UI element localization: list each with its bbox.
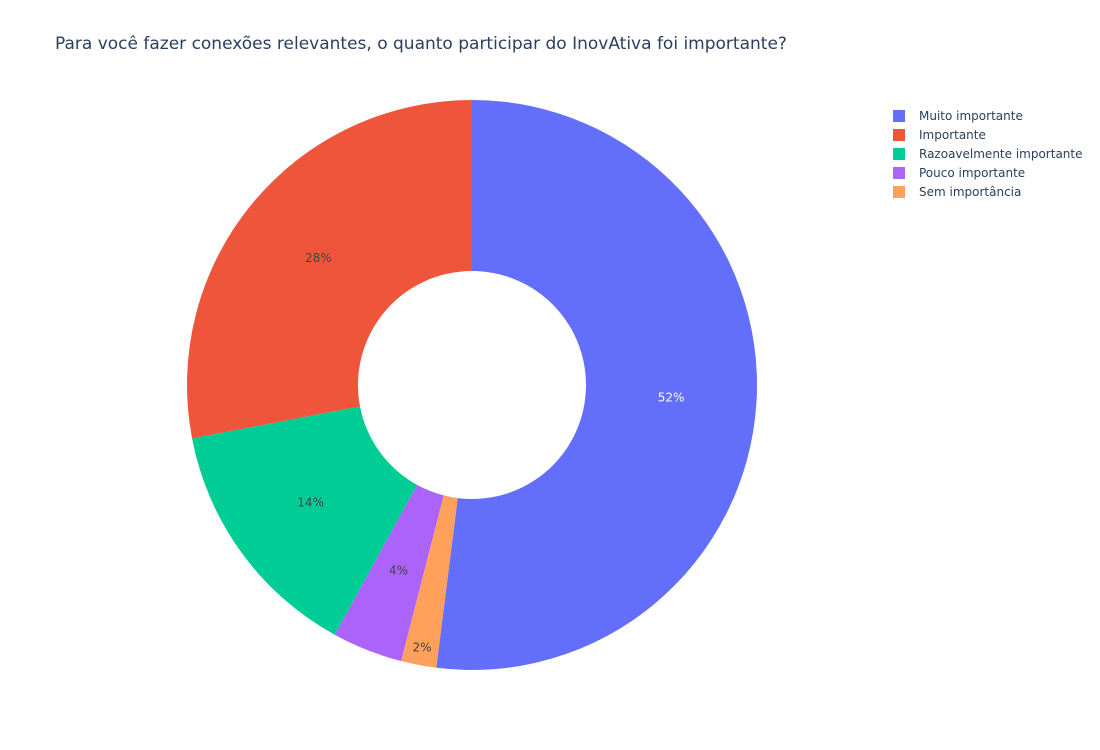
slice-label: 4% [389,563,408,577]
slice-label: 28% [305,251,332,265]
legend-item[interactable]: Pouco importante [893,163,1083,182]
legend-label: Pouco importante [919,165,1026,180]
slice-labels-group: 52% 2% 4% 14% 28% [297,251,684,654]
legend: Muito importante Importante Razoavelmente … [893,106,1083,201]
legend-swatch [893,128,905,141]
slice-label: 14% [297,495,324,509]
slice-pouco-importante[interactable] [334,484,444,662]
legend-item[interactable]: Importante [893,125,1083,144]
slice-sem-import-ncia[interactable] [401,495,458,668]
legend-item[interactable]: Razoavelmente importante [893,144,1083,163]
legend-swatch [893,166,905,179]
legend-label: Razoavelmente importante [919,146,1083,161]
slice-importante[interactable] [187,100,472,439]
legend-label: Sem importância [919,184,1022,199]
chart-title: Para você fazer conexões relevantes, o q… [55,34,787,54]
legend-label: Muito importante [919,108,1023,123]
legend-item[interactable]: Muito importante [893,106,1083,125]
slice-muito-importante[interactable] [436,100,757,670]
legend-item[interactable]: Sem importância [893,182,1083,201]
slice-label: 2% [412,640,431,654]
slice-label: 52% [658,391,685,405]
legend-swatch [893,185,905,198]
slice-razoavelmente-importante[interactable] [192,406,418,635]
legend-swatch [893,109,905,122]
legend-swatch [893,147,905,160]
legend-label: Importante [919,127,986,142]
slices-group [187,100,757,670]
